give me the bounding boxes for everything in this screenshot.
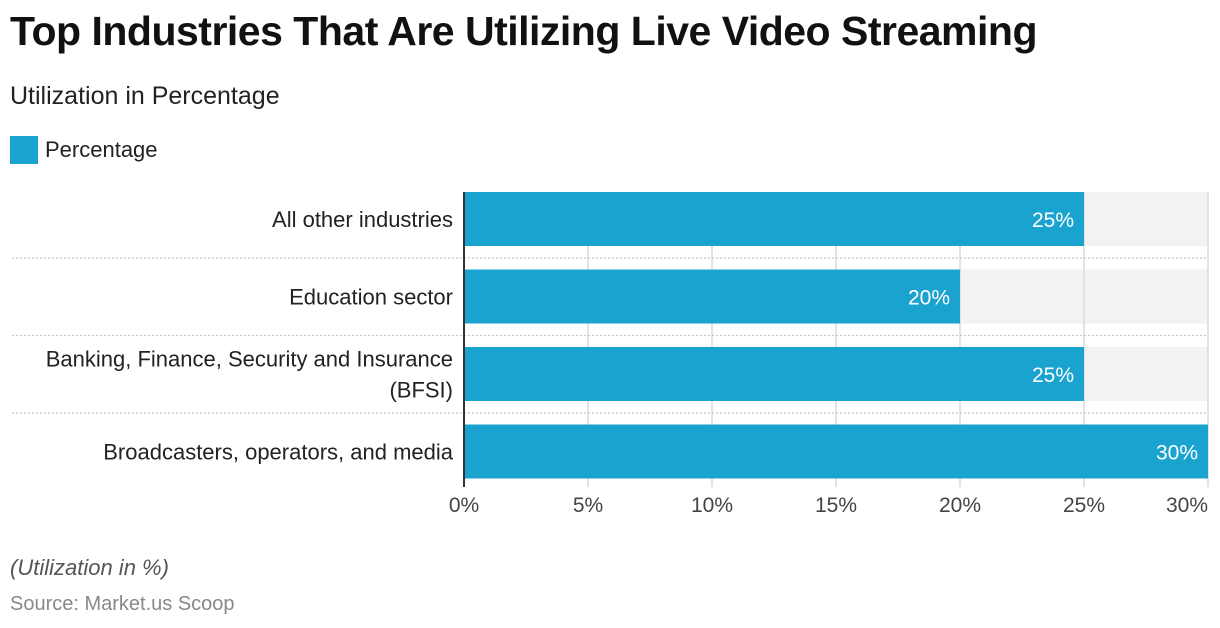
bar-value-label: 25% xyxy=(1032,364,1074,387)
bar-value-label: 30% xyxy=(1156,442,1198,465)
x-tick-label: 30% xyxy=(1166,494,1208,517)
x-tick-label: 25% xyxy=(1063,494,1105,517)
bar xyxy=(464,192,1084,246)
category-label: Broadcasters, operators, and media xyxy=(103,440,454,465)
category-label: (BFSI) xyxy=(389,378,453,403)
bar-value-label: 20% xyxy=(908,287,950,310)
x-tick-label: 15% xyxy=(815,494,857,517)
bar-chart: 25% 20% 25% 30% All other industries Educatio… xyxy=(12,192,1209,517)
category-label: All other industries xyxy=(272,207,453,232)
legend: Percentage xyxy=(10,136,158,164)
chart-subtitle: Utilization in Percentage xyxy=(10,82,280,110)
x-tick-label: 0% xyxy=(449,494,479,517)
category-label: Education sector xyxy=(289,285,453,310)
bar xyxy=(464,347,1084,401)
x-tick-label: 10% xyxy=(691,494,733,517)
bar xyxy=(464,269,960,324)
legend-swatch xyxy=(10,136,38,164)
footnote: (Utilization in %) xyxy=(10,555,169,580)
chart-title: Top Industries That Are Utilizing Live V… xyxy=(10,8,1038,54)
bar-value-label: 25% xyxy=(1032,209,1074,232)
x-tick-label: 20% xyxy=(939,494,981,517)
source-note: Source: Market.us Scoop xyxy=(10,593,235,615)
bar xyxy=(464,424,1208,479)
category-label: Banking, Finance, Security and Insurance xyxy=(46,347,453,372)
x-tick-label: 5% xyxy=(573,494,603,517)
legend-label: Percentage xyxy=(45,137,158,162)
